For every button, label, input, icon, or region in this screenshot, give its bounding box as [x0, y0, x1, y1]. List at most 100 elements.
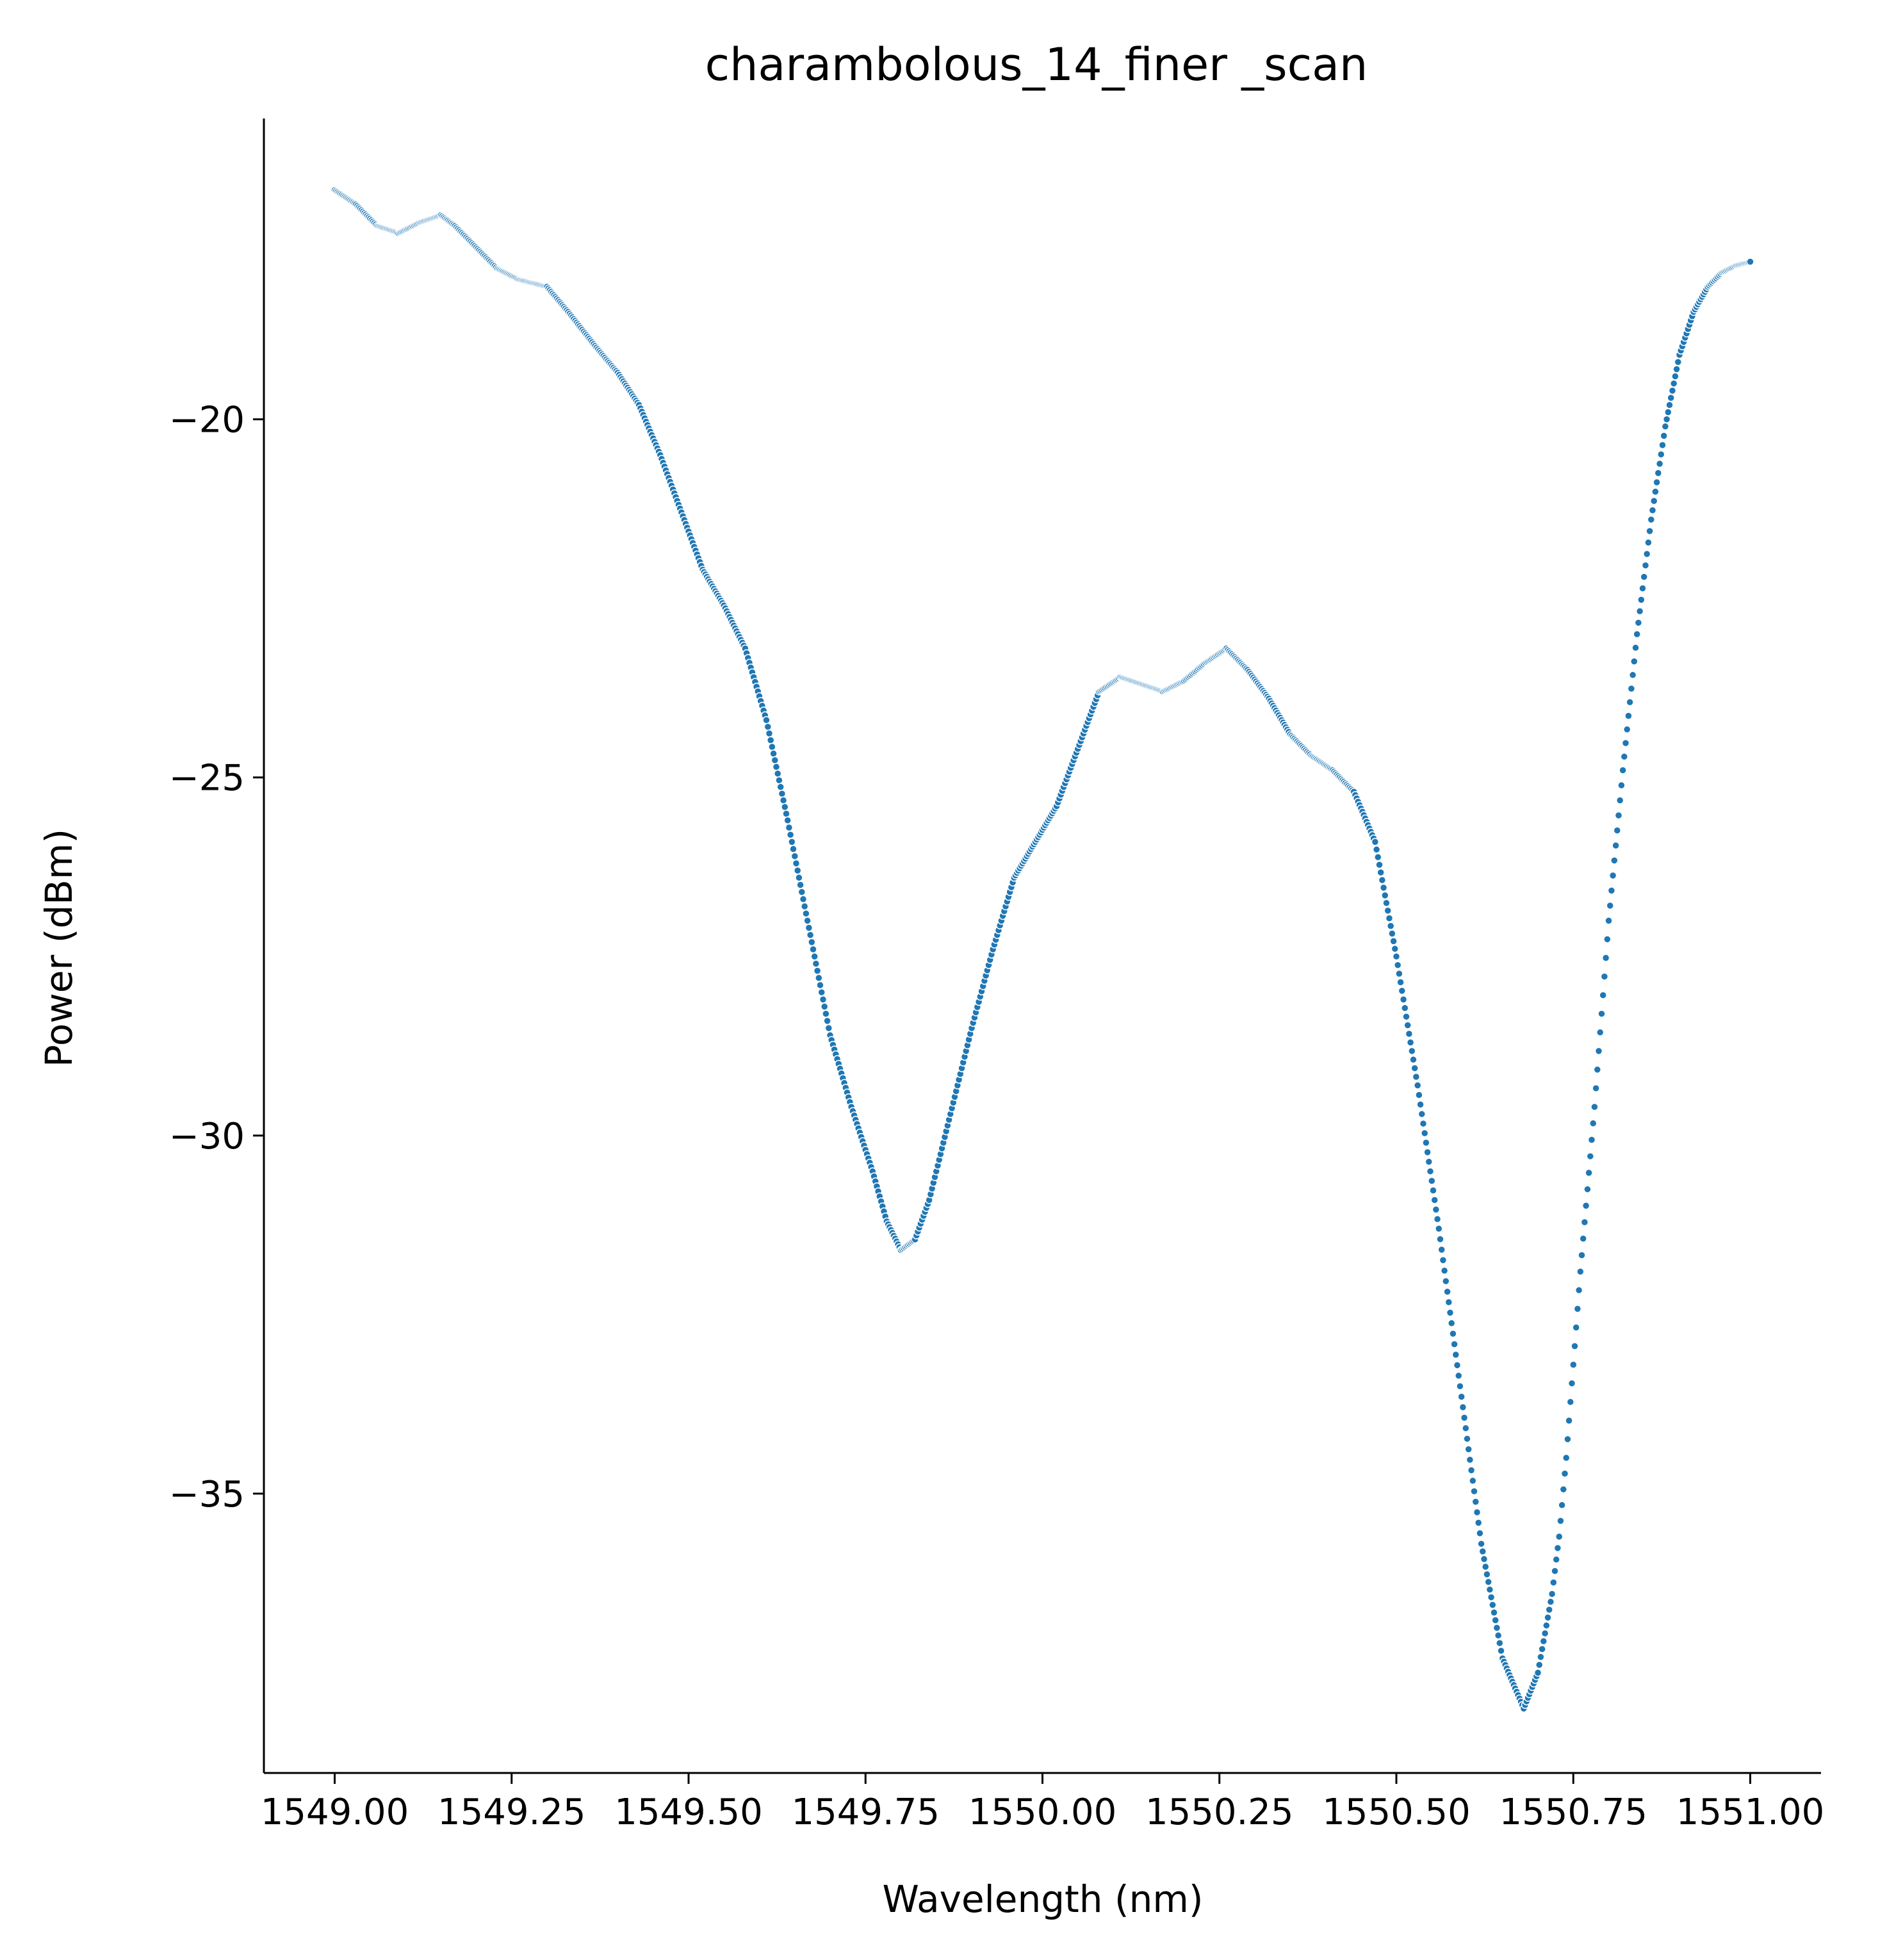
data-point — [1467, 1466, 1476, 1474]
data-point — [1648, 506, 1657, 514]
x-tick-label: 1550.75 — [1499, 1792, 1647, 1833]
data-point — [1457, 1392, 1466, 1401]
data-point — [1601, 954, 1610, 962]
data-point — [1381, 891, 1389, 900]
data-point — [1640, 573, 1648, 581]
data-point — [1664, 408, 1672, 416]
data-point — [1450, 1340, 1458, 1348]
data-point — [1668, 386, 1677, 395]
data-point — [1635, 607, 1644, 616]
data-point — [817, 988, 826, 997]
data-point — [778, 789, 787, 798]
data-point — [1597, 1009, 1606, 1018]
data-point — [1391, 945, 1400, 953]
data-point — [1426, 1167, 1435, 1175]
x-axis-ticks: 1549.00 1549.25 1549.50 1549.75 1550.00 1550.… — [261, 1773, 1824, 1833]
data-point — [785, 823, 794, 832]
data-point — [1594, 1047, 1603, 1056]
data-point — [1413, 1081, 1422, 1090]
data-point — [1661, 422, 1670, 431]
chart-title: charambolous_14_finer _scan — [705, 38, 1368, 91]
data-point — [1628, 671, 1637, 680]
data-point — [1429, 1186, 1437, 1195]
data-point — [1422, 1138, 1430, 1147]
data-point — [1576, 1268, 1585, 1276]
data-point — [1464, 1445, 1473, 1453]
data-points — [331, 186, 1754, 1713]
data-point — [768, 742, 776, 751]
data-point — [1585, 1168, 1593, 1177]
data-point — [1549, 1578, 1558, 1587]
data-point — [1490, 1608, 1498, 1617]
data-point — [1545, 1605, 1553, 1614]
data-point — [1538, 1645, 1546, 1653]
data-point — [1613, 826, 1622, 835]
data-point — [1416, 1100, 1425, 1109]
data-point — [1456, 1382, 1464, 1391]
data-point — [1374, 853, 1382, 862]
data-point — [1589, 1119, 1597, 1128]
data-point — [808, 938, 816, 947]
data-point — [1396, 978, 1405, 986]
data-point — [1449, 1329, 1457, 1338]
data-point — [773, 769, 782, 778]
data-point — [1458, 1403, 1467, 1412]
data-point — [1399, 995, 1408, 1004]
data-point — [1392, 952, 1401, 961]
data-point — [1621, 739, 1630, 747]
data-point — [1600, 972, 1609, 981]
data-point — [1658, 441, 1667, 450]
data-point — [1460, 1414, 1469, 1422]
data-point — [1415, 1091, 1423, 1099]
data-point — [1555, 1532, 1564, 1541]
data-point — [1463, 1434, 1471, 1443]
data-point — [1398, 986, 1407, 995]
data-point — [1674, 357, 1683, 366]
data-point — [1403, 1021, 1412, 1029]
data-point — [781, 803, 789, 812]
data-point — [1378, 876, 1387, 885]
data-point — [823, 1017, 831, 1025]
data-point — [1442, 1277, 1450, 1286]
data-point — [1572, 1323, 1580, 1332]
data-point — [1565, 1416, 1573, 1425]
x-tick-label: 1550.00 — [968, 1792, 1117, 1833]
data-point — [1631, 644, 1640, 652]
data-point — [1417, 1110, 1426, 1118]
data-point — [1382, 899, 1391, 908]
data-point — [776, 783, 785, 791]
data-point — [1578, 1251, 1586, 1259]
data-point — [1481, 1562, 1490, 1571]
data-point — [1603, 935, 1612, 943]
data-point — [1573, 1305, 1582, 1313]
x-axis-label: Wavelength (nm) — [882, 1877, 1203, 1921]
data-point — [1454, 1371, 1463, 1380]
data-point — [1375, 860, 1384, 869]
data-point — [1571, 1342, 1579, 1350]
data-point — [1564, 1435, 1572, 1444]
data-point — [1437, 1245, 1446, 1254]
data-point — [799, 895, 808, 904]
data-point — [1451, 1350, 1460, 1359]
data-point — [1376, 868, 1385, 877]
data-point — [1423, 1148, 1432, 1157]
data-point — [1388, 929, 1396, 938]
data-point — [1660, 432, 1668, 440]
data-point — [765, 729, 774, 738]
data-point — [1620, 753, 1629, 761]
data-point — [1395, 969, 1403, 978]
data-point — [1494, 1631, 1503, 1640]
data-point — [1551, 1567, 1559, 1575]
data-point — [1420, 1129, 1429, 1138]
data-point — [1444, 1298, 1453, 1307]
data-point — [1540, 1629, 1549, 1638]
data-point — [1533, 1669, 1542, 1677]
data-point — [1470, 1487, 1478, 1496]
data-point — [1485, 1585, 1494, 1594]
data-point — [1608, 871, 1617, 880]
data-point — [812, 960, 821, 968]
data-point — [1491, 1616, 1499, 1624]
data-point — [1665, 401, 1674, 409]
data-point — [1633, 630, 1641, 639]
data-point — [1647, 515, 1656, 524]
